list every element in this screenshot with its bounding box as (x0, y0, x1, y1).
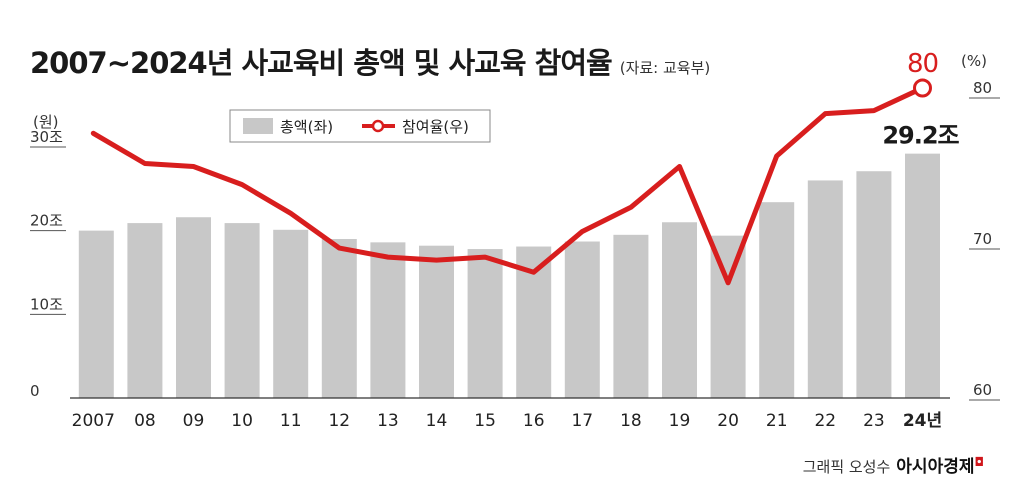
x-tick-label-5: 12 (328, 411, 350, 431)
left-tick-label-0: 0 (30, 382, 40, 400)
bar-0 (78, 230, 114, 398)
x-tick-label-17: 24년 (903, 411, 942, 431)
bar-7 (419, 245, 454, 398)
bar-10 (564, 241, 600, 398)
bar-2 (176, 217, 211, 398)
bar-16 (856, 171, 892, 398)
bar-15 (807, 180, 843, 398)
bar-1 (127, 223, 163, 398)
last-bar-value-label: 29.2조 (882, 122, 959, 150)
x-tick-label-7: 14 (426, 411, 448, 431)
bar-6 (370, 242, 406, 398)
bar-13 (710, 235, 746, 398)
right-tick-label-2: 80 (973, 79, 992, 97)
left-tick-label-3: 30조 (30, 128, 63, 146)
x-tick-label-15: 22 (814, 411, 836, 431)
legend-label-line: 참여율(우) (402, 118, 469, 136)
x-tick-label-6: 13 (377, 411, 399, 431)
brand-mark-icon: ◘ (974, 455, 985, 469)
x-tick-label-10: 17 (571, 411, 593, 431)
credit-line: 그래픽 오성수 아시아경제◘ (803, 452, 984, 477)
legend-swatch-bar (243, 118, 273, 134)
left-tick-label-2: 20조 (30, 212, 63, 230)
x-tick-label-4: 11 (280, 411, 302, 431)
right-tick-label-0: 60 (973, 381, 992, 399)
left-axis-unit: (원) (33, 113, 59, 131)
x-tick-label-16: 23 (863, 411, 885, 431)
x-tick-label-0: 2007 (72, 411, 115, 431)
bar-5 (321, 239, 357, 398)
line-endpoint-marker (913, 78, 932, 98)
axes: 2007 08 09 10 11 12 13 14 15 16 17 18 19 20 21 22 23 24년 (… (30, 52, 1000, 431)
left-tick-label-1: 10조 (30, 295, 63, 313)
x-tick-label-11: 18 (620, 411, 642, 431)
bar-12 (662, 222, 697, 398)
x-tick-label-14: 21 (766, 411, 788, 431)
bar-14 (759, 202, 795, 398)
annotations: 29.2조 80 (882, 49, 960, 150)
legend: 총액(좌) 참여율(우) (229, 109, 491, 143)
chart-title-text: 2007~2024년 사교육비 총액 및 사교육 참여율 (30, 46, 613, 80)
chart-title: 2007~2024년 사교육비 총액 및 사교육 참여율 (자료: 교육부) (30, 40, 710, 82)
x-tick-label-8: 15 (474, 411, 496, 431)
line-path (90, 85, 925, 286)
right-axis-unit: (%) (961, 52, 987, 70)
x-tick-label-3: 10 (231, 411, 253, 431)
x-tick-label-2: 09 (183, 411, 205, 431)
right-tick-label-1: 70 (973, 230, 992, 248)
x-tick-label-13: 20 (717, 411, 739, 431)
bar-3 (224, 223, 260, 398)
legend-label-bar: 총액(좌) (280, 118, 333, 136)
brand-logo: 아시아경제 (896, 457, 975, 477)
x-tick-label-12: 19 (669, 411, 691, 431)
legend-swatch-marker (371, 119, 385, 133)
chart-source: (자료: 교육부) (619, 59, 711, 77)
x-tick-label-9: 16 (523, 411, 545, 431)
line-series (90, 78, 932, 286)
bar-series (78, 153, 940, 398)
bar-17 (905, 153, 940, 398)
bar-11 (613, 234, 649, 398)
bar-8 (467, 249, 503, 398)
last-point-value-label: 80 (907, 49, 938, 79)
legend-box (229, 109, 491, 143)
credit-text: 그래픽 오성수 (802, 458, 891, 476)
x-tick-label-1: 08 (134, 411, 156, 431)
bar-4 (273, 229, 309, 398)
